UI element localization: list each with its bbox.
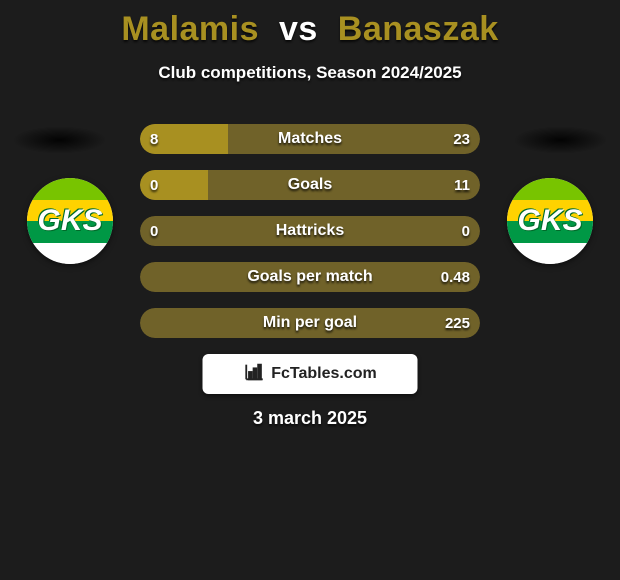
stat-label: Matches [140,124,480,154]
stat-label: Hattricks [140,216,480,246]
stat-value-right: 225 [445,308,470,338]
versus-label: vs [279,10,318,48]
brand-text: FcTables.com [271,365,377,383]
player1-avatar: GKS [27,178,113,264]
stat-value-right: 11 [454,170,470,200]
stat-value-right: 0 [462,216,470,246]
stat-row: Goals per match0.48 [140,262,480,292]
stat-value-right: 23 [453,124,470,154]
page-title: Malamis vs Banaszak [0,0,620,49]
avatar-shadow-right [513,126,608,154]
brand-badge[interactable]: FcTables.com [203,354,418,394]
badge-letters: GKS [507,178,593,264]
subtitle: Club competitions, Season 2024/2025 [0,63,620,83]
chart-icon [243,361,265,388]
stat-row: 0Goals11 [140,170,480,200]
badge-letters: GKS [27,178,113,264]
player1-name: Malamis [121,10,259,48]
player2-avatar: GKS [507,178,593,264]
stat-bars: 8Matches230Goals110Hattricks0Goals per m… [140,124,480,354]
club-badge-icon: GKS [507,178,593,264]
stat-label: Goals per match [140,262,480,292]
date-label: 3 march 2025 [0,408,620,429]
stat-row: Min per goal225 [140,308,480,338]
club-badge-icon: GKS [27,178,113,264]
stat-label: Goals [140,170,480,200]
stat-row: 8Matches23 [140,124,480,154]
avatar-shadow-left [12,126,107,154]
stat-label: Min per goal [140,308,480,338]
stat-value-right: 0.48 [441,262,470,292]
stat-row: 0Hattricks0 [140,216,480,246]
player2-name: Banaszak [338,10,499,48]
root-container: Malamis vs Banaszak Club competitions, S… [0,0,620,580]
